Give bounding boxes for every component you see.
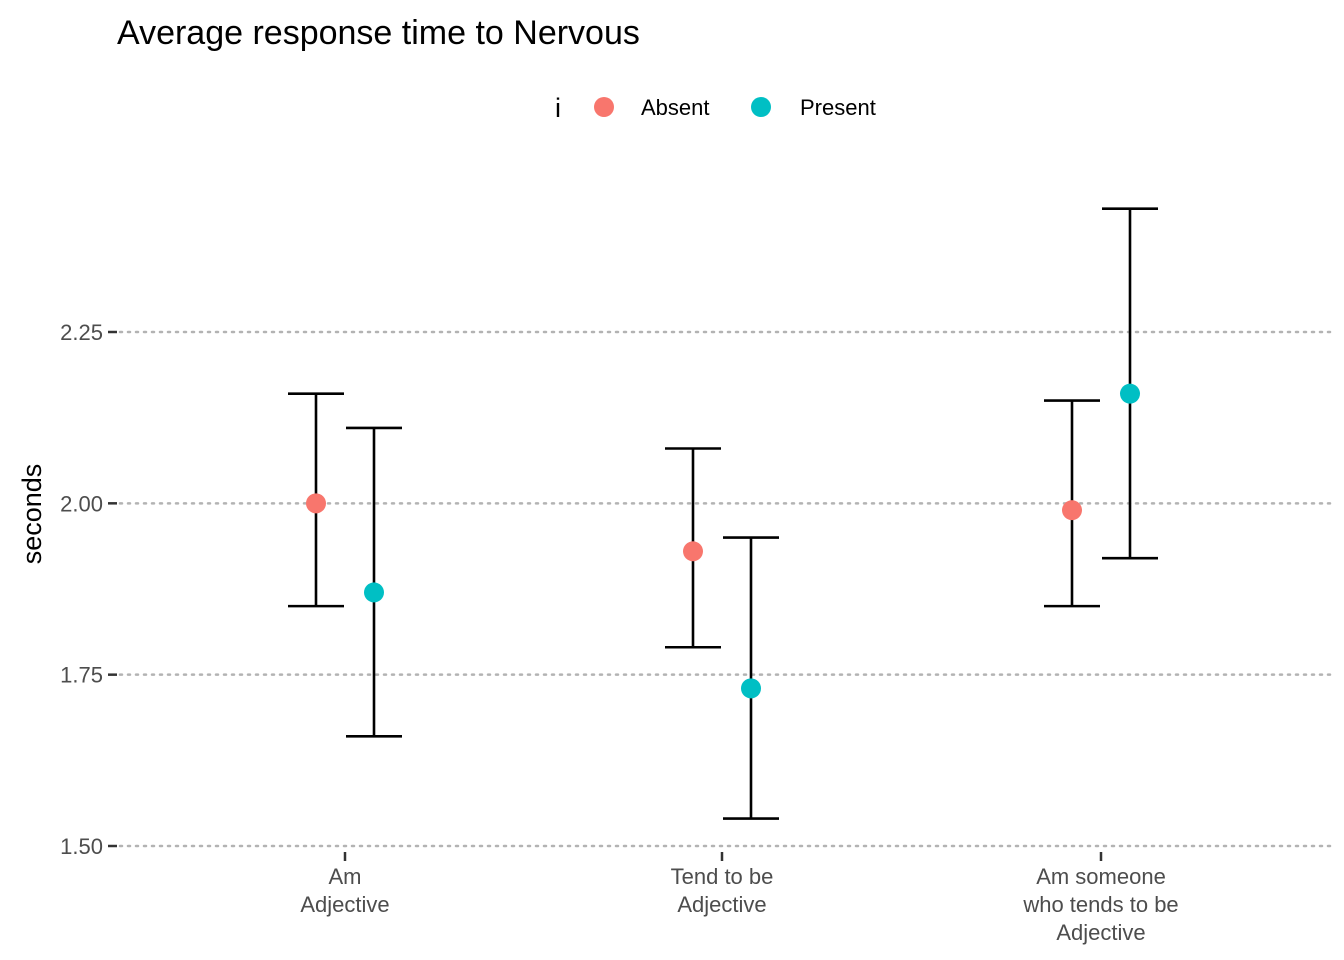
- legend-label-absent: Absent: [641, 95, 710, 120]
- x-tick-label-line: Adjective: [300, 892, 389, 917]
- x-tick-label: Am Adjective: [300, 864, 389, 917]
- x-tick-label-line: Am: [329, 864, 362, 889]
- data-point-absent: [683, 541, 703, 562]
- x-tick-label-line: Tend to be: [671, 864, 774, 889]
- data-point-absent: [1062, 500, 1082, 521]
- legend-title: i: [555, 93, 561, 123]
- data-point-present: [364, 582, 384, 603]
- x-tick-label-line: Am someone: [1036, 864, 1166, 889]
- data-point-present: [1120, 383, 1140, 404]
- y-tick-label: 1.50: [60, 834, 103, 859]
- y-tick-label: 2.25: [60, 320, 103, 345]
- x-tick-label-line: who tends to be: [1022, 892, 1178, 917]
- legend-key-absent: [594, 97, 614, 117]
- y-tick-label: 1.75: [60, 663, 103, 688]
- grid: [118, 330, 1332, 848]
- legend-label-present: Present: [800, 95, 876, 120]
- x-tick-label: Am someone who tends to be Adjective: [1022, 864, 1178, 945]
- y-axis-label: seconds: [17, 464, 47, 565]
- chart-title: Average response time to Nervous: [117, 14, 640, 52]
- data-point-absent: [306, 493, 326, 514]
- y-axis: 1.50 1.75 2.00 2.25: [60, 320, 117, 859]
- data-point-present: [741, 678, 761, 699]
- x-tick-label: Tend to be Adjective: [671, 864, 774, 917]
- y-tick-label: 2.00: [60, 491, 103, 516]
- x-tick-label-line: Adjective: [677, 892, 766, 917]
- x-tick-label-line: Adjective: [1056, 920, 1145, 945]
- legend-key-present: [751, 97, 771, 117]
- data-marks: [288, 207, 1158, 820]
- legend: i Absent Present: [555, 93, 876, 123]
